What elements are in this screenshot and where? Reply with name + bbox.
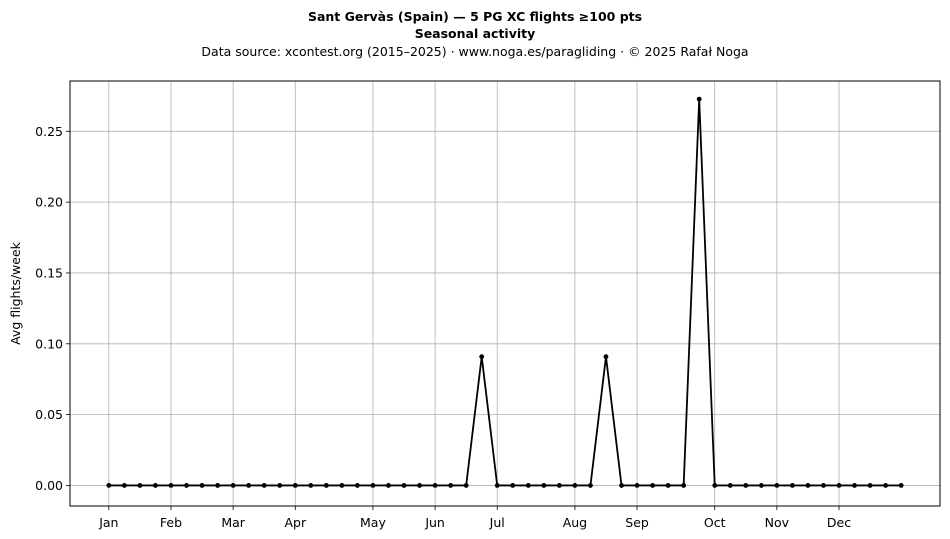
data-point: [184, 483, 189, 488]
x-tick-label: Aug: [563, 515, 587, 530]
data-point: [727, 483, 733, 488]
y-tick-label: 0.10: [35, 336, 63, 351]
data-point: [168, 483, 174, 488]
data-point: [417, 483, 422, 488]
x-axis: Jan Feb Mar Apr May Jun Jul Aug Sep Oct Nov Dec: [98, 506, 851, 530]
x-tick-label: Nov: [765, 515, 790, 530]
data-point: [898, 483, 904, 488]
data-point: [665, 483, 671, 488]
data-point: [758, 483, 764, 488]
data-point: [370, 483, 376, 488]
data-point: [308, 483, 314, 488]
data-point: [246, 483, 252, 488]
data-point: [541, 483, 547, 488]
data-point: [525, 483, 531, 488]
y-tick-label: 0.05: [35, 407, 63, 422]
data-point: [479, 354, 485, 360]
data-point: [106, 483, 112, 488]
data-point: [774, 483, 780, 488]
data-point: [619, 483, 624, 488]
x-tick-label: Mar: [221, 515, 245, 530]
series-line: [108, 98, 902, 487]
x-tick-label: Sep: [625, 515, 649, 530]
data-point: [215, 483, 220, 488]
data-point: [292, 483, 298, 488]
data-point: [153, 483, 158, 488]
chart-subtitle: Seasonal activity: [414, 26, 536, 41]
data-point: [230, 483, 236, 488]
data-point: [790, 483, 795, 488]
data-point: [821, 483, 826, 488]
data-point: [510, 483, 516, 488]
x-tick-label: Jan: [98, 515, 118, 530]
x-tick-label: Jun: [424, 515, 445, 530]
data-point: [556, 483, 562, 488]
data-point: [448, 483, 454, 488]
y-tick-label: 0.20: [35, 195, 63, 210]
data-point: [805, 483, 811, 488]
y-tick-label: 0.25: [35, 124, 63, 139]
y-axis: 0.00 0.05 0.10 0.15 0.20 0.25: [35, 124, 70, 493]
data-point: [603, 354, 609, 360]
data-point: [494, 483, 500, 488]
x-tick-label: May: [360, 515, 386, 530]
data-point: [355, 483, 360, 488]
data-point: [883, 483, 889, 488]
data-point: [199, 483, 205, 488]
data-point: [432, 483, 438, 488]
y-tick-label: 0.15: [35, 265, 63, 280]
data-point: [339, 483, 345, 488]
data-point: [463, 483, 469, 488]
x-tick-label: Oct: [704, 515, 726, 530]
x-tick-label: Apr: [284, 515, 306, 530]
data-point: [323, 483, 329, 488]
plot-frame: [69, 80, 941, 507]
x-tick-label: Dec: [827, 515, 851, 530]
data-point: [401, 483, 407, 488]
data-point: [696, 96, 702, 102]
data-point: [261, 483, 267, 488]
chart-source-note: Data source: xcontest.org (2015–2025) · …: [201, 44, 749, 59]
data-point: [650, 483, 655, 488]
data-point: [867, 483, 873, 488]
data-point: [572, 483, 578, 488]
data-point: [588, 483, 593, 488]
data-point: [852, 483, 857, 488]
y-axis-label: Avg flights/week: [8, 241, 23, 345]
data-point: [137, 483, 143, 488]
data-point: [277, 483, 283, 488]
data-point: [743, 483, 749, 488]
y-tick-label: 0.00: [35, 478, 63, 493]
data-point: [712, 483, 718, 488]
chart-title: Sant Gervàs (Spain) — 5 PG XC flights ≥1…: [307, 9, 643, 24]
x-tick-label: Jul: [489, 515, 505, 530]
chart-title-block: Sant Gervàs (Spain) — 5 PG XC flights ≥1…: [0, 8, 950, 61]
grid-lines: [70, 81, 940, 506]
series-markers: [106, 96, 904, 488]
data-point: [681, 483, 687, 488]
data-point: [386, 483, 391, 488]
data-point: [836, 483, 842, 488]
data-point: [121, 483, 127, 488]
x-tick-label: Feb: [160, 515, 182, 530]
data-point: [634, 483, 640, 488]
